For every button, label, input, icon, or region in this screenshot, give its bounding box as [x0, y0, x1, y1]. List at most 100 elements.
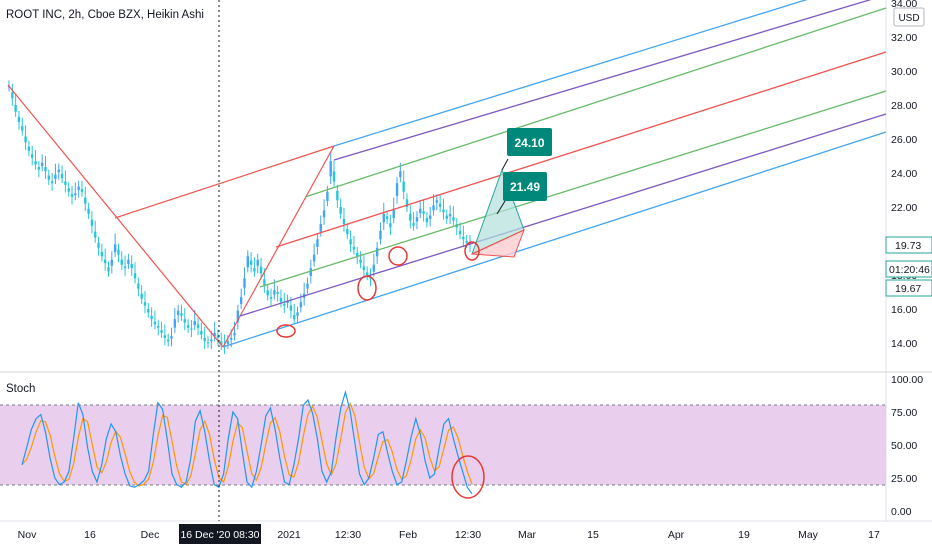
candle-body [342, 218, 346, 224]
candle-body [60, 173, 64, 179]
candle-body [395, 183, 399, 196]
candle-body [346, 229, 349, 235]
candle-body [137, 283, 140, 289]
candle-body [210, 339, 213, 342]
time-tick-label: 19 [738, 529, 750, 541]
candle-body [220, 341, 223, 345]
target-label-1[interactable] [507, 128, 552, 156]
candle-body [365, 272, 369, 275]
candle-body [97, 242, 100, 248]
candle-body [34, 161, 37, 165]
candle-body [110, 259, 114, 266]
target-label-2[interactable] [503, 172, 547, 201]
v-line-left [7, 84, 224, 348]
candle-body [87, 208, 90, 214]
candle-body [196, 324, 200, 328]
candle-body [332, 171, 336, 182]
candle-body [256, 259, 259, 266]
countdown-tag [885, 260, 932, 278]
candle-body [140, 293, 143, 299]
candle-body [147, 309, 150, 313]
candle-body [94, 231, 97, 238]
candle-body [170, 336, 173, 339]
candle-body [243, 278, 246, 288]
candle-body [193, 320, 196, 326]
candle-body [385, 216, 389, 219]
pitchfork-median [275, 51, 887, 248]
candle-body [153, 321, 157, 325]
candle-body [392, 208, 395, 219]
candle-body [246, 256, 249, 268]
candle-body [389, 223, 392, 228]
time-tick-label: Feb [399, 529, 417, 541]
candle-body [50, 181, 54, 184]
candle-body [402, 181, 405, 192]
candle-body [57, 169, 60, 173]
candle-body [70, 194, 74, 197]
candle-body [17, 116, 21, 122]
candle-body [415, 217, 419, 222]
time-tick-label: Apr [668, 529, 685, 541]
candle-body [190, 328, 193, 330]
price-tag-low-text: 19.67 [895, 283, 921, 295]
candle-body [316, 239, 319, 247]
stoch-title: Stoch [6, 383, 35, 395]
candle-body [448, 213, 452, 217]
candle-body [84, 197, 87, 204]
candle-body [130, 263, 133, 269]
v-line-cross [114, 145, 335, 219]
candle-body [31, 154, 34, 158]
candle-body [123, 266, 127, 269]
candle-body [200, 331, 203, 335]
candle-body [183, 319, 186, 323]
pivot-circle-3 [388, 246, 408, 266]
stoch-tick-label: 50.00 [891, 440, 917, 452]
time-axis[interactable]: Nov 16 Dec 2021 12:30 Feb 12:30 Mar 15 Apr 19 May 17 [18, 529, 880, 541]
candle-body [409, 213, 412, 221]
candle-body [279, 297, 283, 303]
stoch-d-line [21, 402, 473, 487]
candle-body [44, 167, 47, 172]
stoch-tick-label: 100.00 [891, 374, 923, 386]
candle-body [239, 297, 243, 304]
candle-body [74, 193, 77, 196]
stoch-tick-label: 75.00 [891, 407, 917, 419]
countdown-text: 01:20:46 [889, 264, 930, 276]
candle-body [230, 337, 233, 340]
candle-body [326, 191, 329, 202]
candle-body [266, 290, 269, 296]
candle-body [113, 244, 117, 253]
candle-body [273, 290, 276, 295]
candle-body [64, 181, 67, 185]
candle-body [269, 297, 273, 299]
price-tick-label: 22.00 [891, 202, 917, 214]
candle-body [176, 310, 180, 315]
candle-body [422, 211, 425, 214]
target-zone-base [471, 229, 525, 255]
candle-body [458, 230, 462, 235]
stoch-k-line [21, 389, 473, 495]
currency-box[interactable] [893, 7, 925, 27]
candle-body [80, 189, 84, 192]
pitchfork-upper-green [304, 7, 887, 198]
candle-body [236, 310, 240, 322]
time-tick-label: Dec [141, 529, 160, 541]
candle-body [263, 279, 266, 286]
price-tick-label: 16.00 [891, 304, 917, 316]
stoch-axis[interactable]: 0.00 25.00 50.00 75.00 100.00 [891, 374, 923, 518]
candle-body [186, 325, 190, 328]
candle-body [54, 174, 57, 179]
candle-body [465, 241, 468, 243]
candle-body [452, 217, 455, 221]
candle-body [160, 330, 163, 333]
candle-body [67, 188, 70, 192]
candle-body [442, 209, 445, 213]
candle-body [432, 205, 435, 211]
price-tick-label: 30.00 [891, 66, 917, 78]
stoch-band [0, 405, 886, 485]
candle-body [180, 313, 183, 316]
time-tick-label: 12:30 [335, 529, 361, 541]
candle-body [143, 302, 147, 306]
candle-body [100, 252, 104, 257]
